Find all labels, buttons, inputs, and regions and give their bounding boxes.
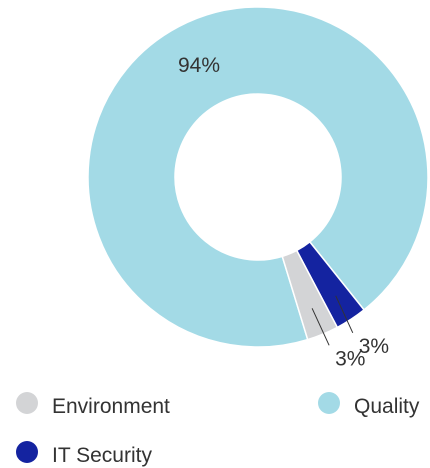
slice-environment[interactable] [281, 249, 339, 341]
legend-label-environment: Environment [52, 395, 170, 418]
legend: Environment Quality IT Security [16, 392, 420, 467]
slice-quality[interactable] [87, 6, 429, 348]
donut-slices [87, 6, 429, 348]
legend-item-environment[interactable]: Environment [16, 392, 170, 418]
legend-swatch-quality [318, 392, 340, 414]
data-label-quality: 94% [178, 54, 220, 77]
legend-item-it-security[interactable]: IT Security [16, 441, 152, 467]
legend-label-it-security: IT Security [52, 444, 152, 467]
data-labels: 94% 3%3% [178, 54, 389, 370]
leader-line-environment [311, 308, 330, 346]
legend-label-quality: Quality [354, 395, 420, 418]
legend-swatch-environment [16, 392, 38, 414]
leader-line-it-security [335, 295, 354, 334]
legend-swatch-it-security [16, 441, 38, 463]
leader-lines [311, 295, 354, 346]
data-label-environment: 3% [335, 347, 365, 370]
legend-item-quality[interactable]: Quality [318, 392, 420, 418]
data-label-it-security: 3% [359, 335, 389, 358]
